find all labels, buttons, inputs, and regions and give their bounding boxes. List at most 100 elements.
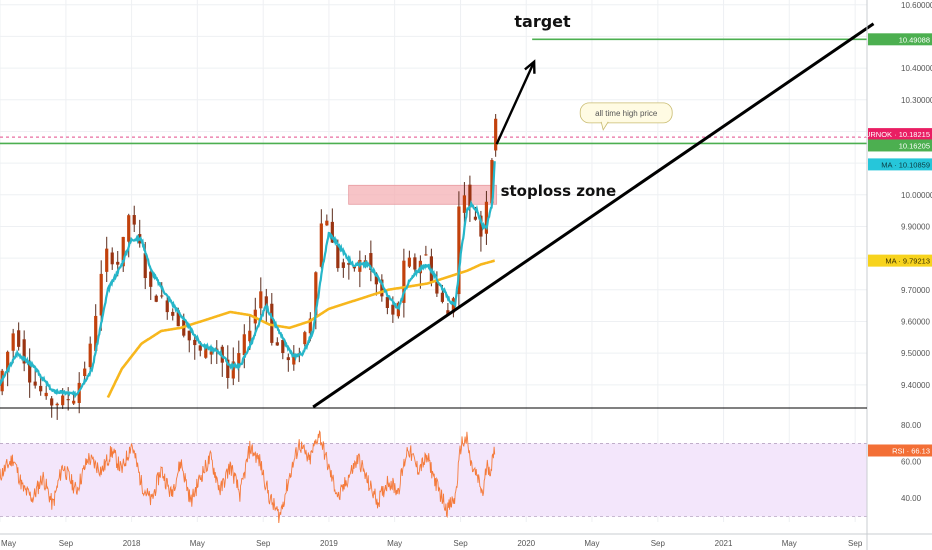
price-tick-label: 9.90000 [901,222,930,231]
price-tick-label: 10.40000 [901,64,932,73]
candle-body [484,201,489,234]
annotations: target stoploss zone [501,12,617,200]
candle-body [77,382,81,403]
candle-body [165,300,169,313]
ma-long-line [106,259,495,399]
candle-body [99,273,103,316]
candle-body [143,253,147,279]
candle-body [94,315,98,351]
time-tick-label: Sep [651,539,666,548]
rsi-line [0,429,496,524]
support-trendline[interactable] [312,22,875,409]
candle-body [396,302,400,317]
candle-body [88,343,92,368]
candle-body [275,342,279,346]
stoploss-zone[interactable] [348,184,498,205]
price-tags: 10.49088 EURNOK · 10.18215 10.16205 MA · 10… [860,33,932,457]
candle-body [264,296,268,308]
candle-body [286,357,290,361]
candle-body [33,381,37,386]
candle-body [116,261,120,265]
candle-body [407,257,411,267]
price-tick-label: 9.60000 [901,317,930,326]
time-tick-label: 2020 [517,539,535,548]
candle-body [28,363,32,383]
time-tick-label: Sep [59,539,74,548]
rsi-bands [0,443,867,517]
candle-body [440,292,444,302]
candle-body [319,223,323,267]
candle-body [110,252,114,265]
rsi-tag: RSI · 66.13 [892,446,930,455]
candle-body [374,274,378,285]
candle-body [209,351,213,355]
rsi-tick-label: 80.00 [901,421,922,430]
candle-body [259,291,263,309]
time-tick-label: May [782,539,797,548]
candle-body [270,303,274,343]
candle-body [402,260,406,303]
price-tick-label: 9.50000 [901,349,930,358]
price-tick-label: 10.60000 [901,1,932,10]
candle-body [39,385,43,392]
price-tick-label: 9.70000 [901,286,930,295]
candle-body [176,310,180,327]
ma-long-tag: MA · 9.79213 [885,257,930,266]
candle-body [72,400,76,404]
candle-body [17,330,21,347]
candle-body [55,403,59,406]
ma-short-line [0,161,496,399]
horizontal-levels[interactable] [0,38,867,145]
target-arrow-head[interactable] [524,59,536,74]
ath-bubble-text: all time high price [595,109,658,118]
symbol-price-tag: EURNOK · 10.18215 [860,130,930,139]
candle-body [160,295,164,297]
candle-body [457,206,461,295]
time-tick-label: 2021 [715,539,733,548]
candle-body [22,339,26,364]
candle-body [490,160,494,204]
time-tick-label: May [190,539,205,548]
target-price-tag: 10.49088 [899,35,930,44]
candle-body [303,332,307,345]
time-tick-label: 2019 [320,539,338,548]
rsi-tick-label: 40.00 [901,494,922,503]
candle-body [424,254,428,256]
candle-body [226,359,230,379]
symbol-price-tag-bg [868,128,932,141]
price-tick-label: 10.30000 [901,96,932,105]
candle-body [451,298,455,313]
candle-body [231,361,235,379]
time-tick-label: Sep [453,539,468,548]
target-arrow-shaft[interactable] [495,61,536,145]
candle-body [494,118,498,151]
candle-body [479,215,483,237]
drawing-tools[interactable]: all time high price [312,22,875,409]
time-tick-label: Sep [256,539,271,548]
indicator-lines [0,161,496,524]
candle-body [462,195,467,213]
candle-body [325,220,329,226]
time-tick-label: May [1,539,16,548]
grid [0,0,867,522]
candle-body [292,354,296,365]
candle-body [154,295,158,302]
candle-body [473,216,478,220]
price-tick-label: 10.00000 [901,191,932,200]
rsi-band-fill [0,443,867,517]
candle-body [83,368,87,377]
time-tick-label: 2018 [123,539,141,548]
stoploss-zone-rect[interactable] [348,184,498,205]
candle-body [66,399,70,401]
rsi-tick-label: 60.00 [901,458,922,467]
ath-bubble-pointer [600,121,609,131]
candle-body [314,272,318,318]
rsi-tag-bg [868,444,932,457]
resistance-price-tag-bg [868,139,932,152]
candle-body [171,311,175,316]
candle-body [385,297,389,308]
candle-body [198,345,202,351]
ath-bubble[interactable] [579,102,673,124]
candle-body [242,334,246,356]
candle-body [281,340,285,354]
